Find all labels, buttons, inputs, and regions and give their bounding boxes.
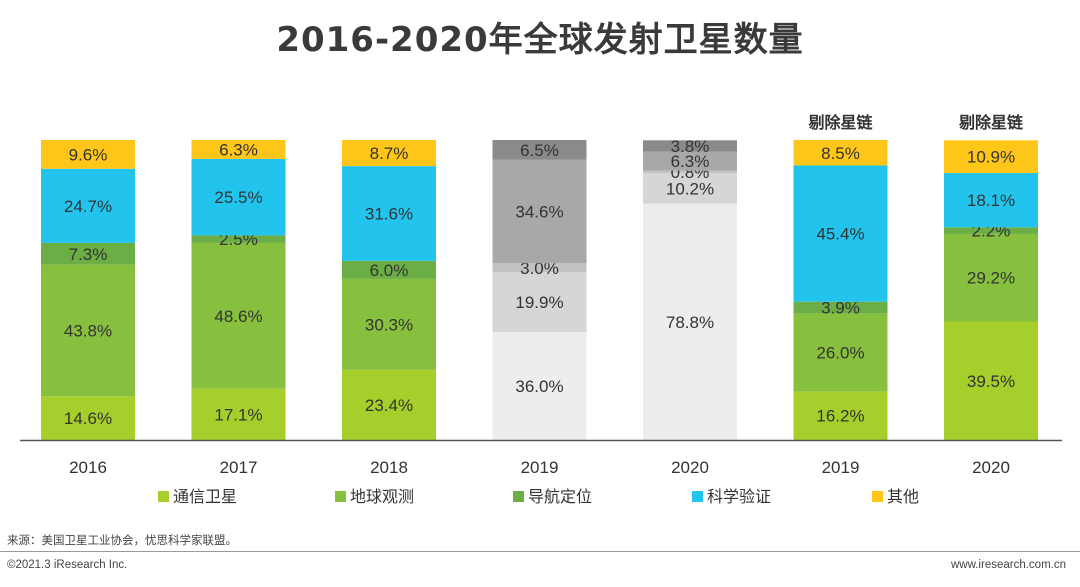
data-label: 8.7%	[370, 144, 409, 163]
data-label: 39.5%	[967, 372, 1015, 391]
data-label: 31.6%	[365, 205, 413, 224]
bar-segment	[492, 159, 587, 264]
data-label: 10.2%	[666, 179, 714, 198]
data-label: 43.8%	[64, 322, 112, 341]
footer-divider	[0, 551, 1080, 552]
bar-segment	[492, 272, 587, 332]
stacked-bar-chart: 14.6%43.8%7.3%24.7%9.6%201617.1%48.6%2.5…	[20, 113, 1062, 506]
legend-swatch	[158, 491, 169, 502]
copyright: ©2021.3 iResearch Inc.	[7, 559, 128, 571]
data-label: 3.0%	[520, 259, 559, 278]
bar-segment	[191, 242, 286, 389]
bar-segment	[492, 332, 587, 440]
data-label: 24.7%	[64, 197, 112, 216]
bar-segment	[944, 321, 1038, 440]
page-title: 2016-2020年全球发射卫星数量	[276, 20, 804, 60]
x-tick-label: 2018	[370, 458, 408, 477]
bar-segment	[191, 235, 286, 243]
bar-segment	[41, 242, 135, 265]
data-label: 6.5%	[520, 141, 559, 160]
data-label: 26.0%	[816, 343, 864, 362]
bar-segment	[41, 168, 135, 243]
bar-segment	[944, 140, 1038, 173]
bar-segment	[342, 369, 436, 440]
website: www.iresearch.com.cn	[950, 559, 1066, 571]
bar-annotation: 剔除星链	[807, 113, 873, 132]
legend-swatch	[872, 491, 883, 502]
bar-segment	[793, 313, 888, 392]
bar-segment	[793, 391, 888, 440]
bar-segment	[643, 151, 737, 171]
source-note: 来源：美国卫星工业协会，忧思科学家联盟。	[7, 533, 237, 547]
bar-segment	[944, 227, 1038, 234]
x-tick-label: 2017	[220, 458, 258, 477]
data-label: 18.1%	[967, 191, 1015, 210]
data-label: 23.4%	[365, 396, 413, 415]
bar-segment	[41, 396, 135, 440]
bar-segment	[191, 158, 286, 236]
legend-label: 地球观测	[350, 487, 414, 506]
bar-segment	[944, 233, 1038, 322]
data-label: 9.6%	[69, 145, 108, 164]
legend-swatch	[513, 491, 524, 502]
data-label: 7.3%	[69, 245, 108, 264]
data-label: 17.1%	[214, 405, 262, 424]
data-label: 6.0%	[370, 261, 409, 280]
data-label: 25.5%	[214, 188, 262, 207]
data-label: 29.2%	[967, 269, 1015, 288]
data-label: 45.4%	[816, 225, 864, 244]
data-label: 16.2%	[816, 407, 864, 426]
data-label: 48.6%	[214, 307, 262, 326]
bar-segment	[342, 278, 436, 370]
bar-segment	[643, 140, 737, 152]
bar-segment	[492, 140, 587, 160]
bar-segment	[492, 263, 587, 273]
legend-swatch	[335, 491, 346, 502]
bar-segment	[643, 203, 737, 440]
data-label: 19.9%	[515, 293, 563, 312]
data-label: 6.3%	[671, 152, 710, 171]
legend-swatch	[692, 491, 703, 502]
bar-segment	[793, 301, 888, 314]
data-label: 6.3%	[219, 140, 258, 159]
bar-segment	[643, 170, 737, 173]
data-label: 3.8%	[671, 137, 710, 156]
bar-segment	[342, 166, 436, 261]
data-label: 3.9%	[821, 299, 860, 318]
bar-segment	[191, 388, 286, 440]
bar-segment	[643, 173, 737, 204]
bar-segment	[793, 140, 888, 166]
bar-segment	[944, 173, 1038, 228]
legend-label: 导航定位	[528, 487, 592, 506]
data-label: 8.5%	[821, 144, 860, 163]
x-tick-label: 2019	[521, 458, 559, 477]
legend-label: 其他	[887, 487, 919, 506]
bar-annotation: 剔除星链	[958, 113, 1024, 132]
data-label: 36.0%	[515, 377, 563, 396]
bar-segment	[342, 140, 436, 167]
data-label: 10.9%	[967, 148, 1015, 167]
bar-segment	[793, 165, 888, 302]
x-tick-label: 2020	[972, 458, 1010, 477]
data-label: 78.8%	[666, 313, 714, 332]
x-tick-label: 2020	[671, 458, 709, 477]
legend-label: 通信卫星	[173, 487, 237, 506]
bar-segment	[41, 264, 135, 397]
bar-segment	[342, 260, 436, 279]
bar-segment	[41, 140, 135, 169]
legend-label: 科学验证	[707, 487, 771, 506]
data-label: 30.3%	[365, 315, 413, 334]
x-tick-label: 2016	[69, 458, 107, 477]
data-label: 34.6%	[515, 202, 563, 221]
bar-segment	[191, 140, 286, 159]
data-label: 14.6%	[64, 409, 112, 428]
x-tick-label: 2019	[822, 458, 860, 477]
